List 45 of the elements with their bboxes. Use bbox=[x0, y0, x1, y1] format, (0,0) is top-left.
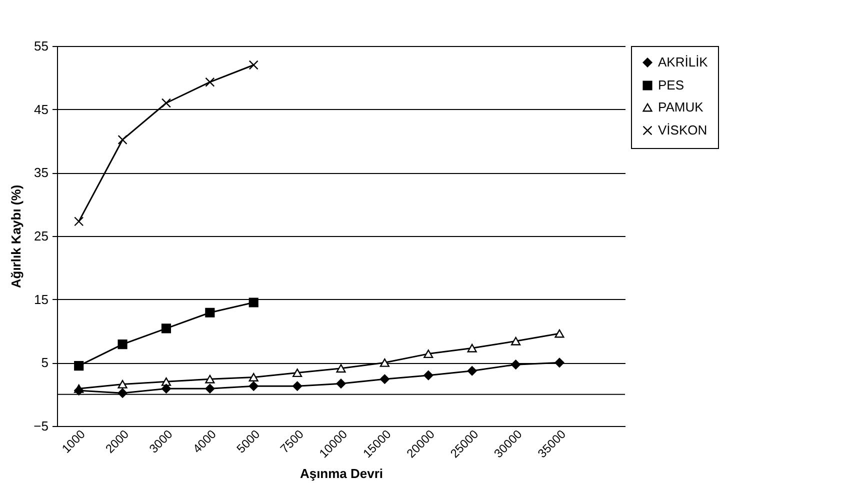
point bbox=[74, 361, 84, 371]
point bbox=[161, 98, 172, 108]
point bbox=[467, 366, 477, 376]
y-tick-label: −5 bbox=[34, 418, 48, 434]
point bbox=[74, 386, 84, 396]
x-axis-title: Aşınma Devri bbox=[300, 466, 384, 481]
point bbox=[248, 60, 258, 70]
y-axis-title: Ağırlık Kaybı (%) bbox=[8, 184, 24, 288]
point bbox=[161, 384, 172, 394]
point bbox=[205, 77, 215, 87]
point bbox=[248, 381, 258, 391]
point bbox=[118, 134, 128, 145]
point bbox=[554, 358, 564, 368]
point bbox=[554, 329, 564, 338]
point bbox=[467, 344, 477, 352]
point bbox=[336, 364, 346, 373]
legend-label: VİSKON bbox=[658, 122, 708, 138]
y-tick-label: 55 bbox=[34, 38, 48, 54]
point bbox=[380, 358, 390, 367]
y-tick-label: 25 bbox=[34, 228, 48, 244]
legend-label: PAMUK bbox=[658, 100, 704, 114]
point bbox=[248, 298, 258, 308]
point bbox=[292, 381, 302, 391]
point bbox=[205, 384, 215, 394]
point bbox=[292, 368, 302, 378]
point bbox=[424, 370, 434, 380]
y-tick-label: 35 bbox=[34, 165, 48, 180]
point bbox=[380, 374, 390, 384]
point bbox=[248, 373, 258, 382]
point bbox=[336, 378, 346, 388]
y-tick-label: 5 bbox=[41, 355, 48, 370]
legend-label: PES bbox=[658, 78, 684, 92]
point bbox=[118, 380, 128, 388]
point bbox=[118, 388, 128, 398]
legend-label: AKRİLİK bbox=[658, 54, 708, 70]
y-tick-label: 45 bbox=[34, 102, 48, 117]
point bbox=[74, 216, 84, 226]
point bbox=[510, 336, 521, 346]
point bbox=[510, 360, 521, 370]
point bbox=[205, 374, 215, 384]
point bbox=[424, 350, 434, 358]
point bbox=[205, 308, 215, 318]
y-tick-label: 15 bbox=[34, 292, 48, 307]
point bbox=[118, 340, 128, 350]
point bbox=[161, 324, 172, 334]
